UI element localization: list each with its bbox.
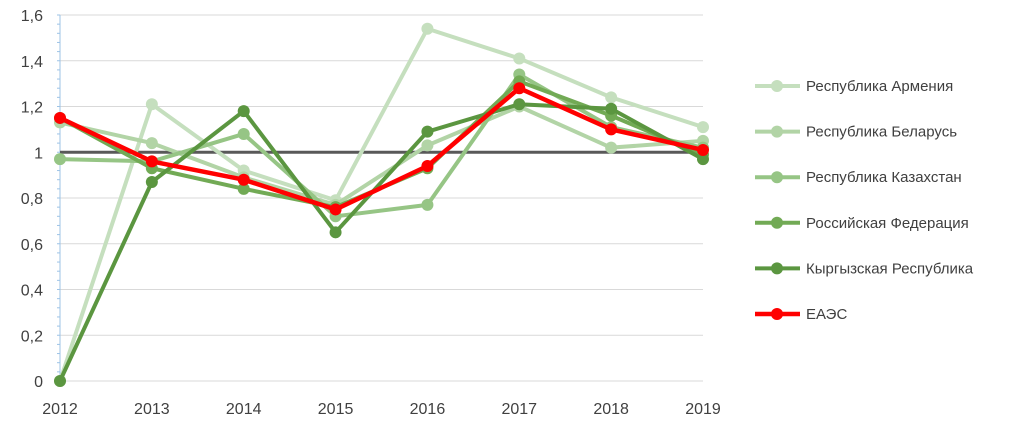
legend-swatch-marker [771,125,783,138]
data-point [421,159,434,172]
data-point [513,82,526,95]
data-point [237,105,250,118]
y-tick-label: 0,2 [21,328,43,345]
y-tick-label: 1,4 [21,54,43,71]
series-line [59,104,704,207]
series-line [58,102,704,382]
series-group [54,82,709,216]
y-tick-label: 0,8 [21,191,43,208]
data-point [605,91,618,104]
legend-label: Республика Армения [806,78,953,95]
x-tick-label: 2019 [685,401,721,418]
legend-label: Кыргызская Республика [806,260,974,277]
y-tick-label: 1,2 [21,100,43,117]
x-tick-label: 2012 [42,401,78,418]
data-point [329,203,342,216]
series-line [59,85,704,212]
series-lines [54,22,709,387]
data-point [421,22,434,35]
x-tick-label: 2018 [593,401,629,418]
x-tick-label: 2015 [318,401,354,418]
data-point [421,125,434,138]
data-point [513,98,526,111]
data-point [54,153,66,166]
data-point [697,143,709,156]
legend-label: Российская Федерация [806,215,969,232]
legend: Республика Армения Республика Беларусь Рес… [755,78,974,323]
series-line [59,72,704,219]
data-point [237,127,250,140]
y-tick-label: 0,6 [21,237,43,254]
legend-swatch-marker [771,171,783,184]
series-group [54,98,709,387]
y-tick-label: 0,4 [21,283,43,300]
legend-swatch-marker [771,262,783,275]
series-line [58,26,704,382]
data-point [54,111,66,124]
legend-swatch-marker [771,308,783,320]
data-point [605,102,618,115]
x-tick-label: 2014 [226,401,262,418]
data-point [421,139,434,152]
data-point [605,141,618,154]
y-tick-label: 1 [34,145,43,162]
data-point [513,52,526,65]
data-point [145,155,158,168]
legend-swatch-marker [771,216,783,229]
y-axis: 0 0,2 0,4 0,6 0,8 1 1,2 1,4 1,6 [21,8,61,391]
y-tick-label: 1,6 [21,8,43,25]
x-tick-label: 2013 [134,401,170,418]
grid-lines [60,14,703,382]
data-point [145,137,158,150]
legend-swatch-marker [771,80,783,92]
data-point [329,226,342,239]
data-point [145,175,158,188]
legend-label: Республика Казахстан [806,169,962,186]
data-point [697,121,709,134]
x-tick-label: 2017 [501,401,537,418]
data-point [54,375,66,387]
data-point [421,198,434,211]
y-tick-label: 0 [34,374,43,391]
legend-label: Республика Беларусь [806,124,957,141]
data-point [237,173,250,186]
series-group [54,22,709,387]
x-axis: 2012 2013 2014 2015 2016 2017 2018 2019 [42,401,721,418]
data-point [237,182,250,195]
x-tick-label: 2016 [410,401,446,418]
data-point [697,153,709,166]
data-point [605,123,618,136]
legend-label: ЕАЭС [806,306,847,323]
data-point [145,98,158,111]
